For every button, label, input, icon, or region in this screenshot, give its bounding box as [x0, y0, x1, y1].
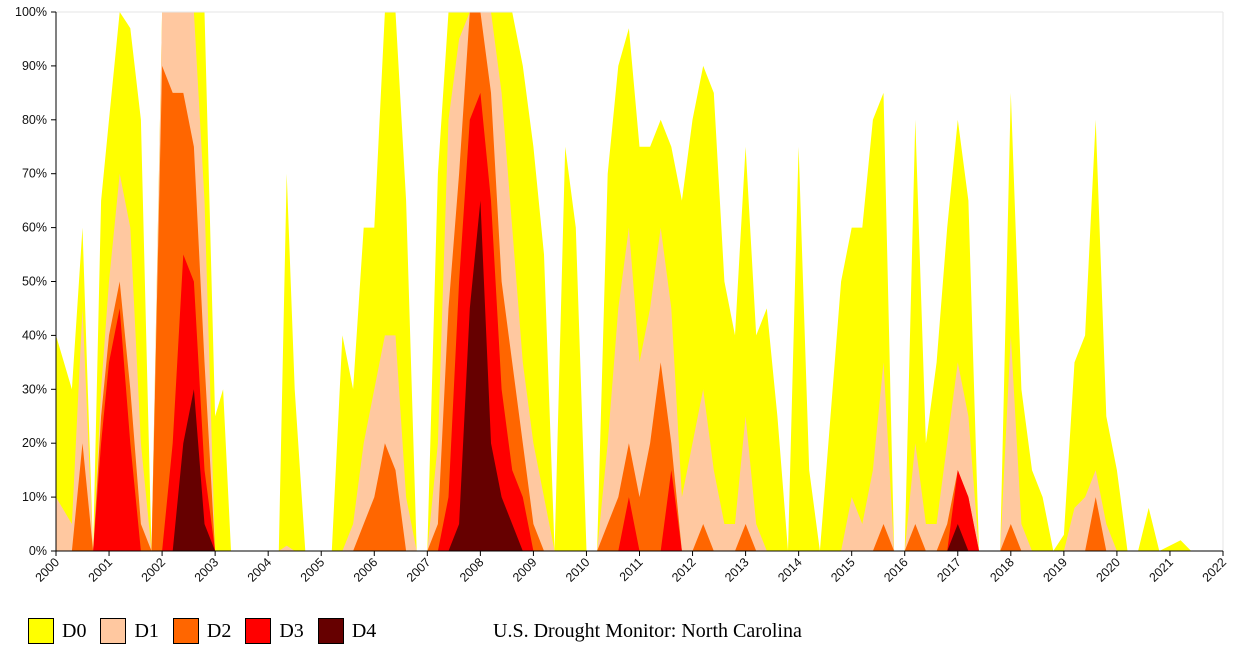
x-tick-label: 2018 [987, 555, 1017, 585]
y-tick-label: 30% [22, 382, 47, 396]
y-tick-label: 60% [22, 221, 47, 235]
y-tick-label: 50% [22, 275, 47, 289]
x-tick-label: 2020 [1093, 555, 1123, 585]
x-tick-label: 2011 [617, 555, 646, 584]
legend-item-d3: D3 [245, 618, 304, 644]
x-tick-label: 2005 [298, 555, 328, 585]
x-tick-label: 2004 [245, 555, 275, 585]
area-d0 [56, 12, 1223, 551]
x-tick-label: 2000 [33, 555, 63, 585]
x-tick-label: 2006 [351, 555, 381, 585]
x-tick-label: 2017 [934, 555, 964, 585]
x-tick-label: 2015 [828, 555, 858, 585]
y-tick-label: 100% [15, 5, 47, 19]
drought-area-chart: 0%10%20%30%40%50%60%70%80%90%100% 2000 20… [15, 5, 1230, 585]
x-tick-label: 2019 [1040, 555, 1070, 585]
x-tick-label: 2008 [457, 555, 487, 585]
y-tick-label: 80% [22, 113, 47, 127]
x-tick-label: 2012 [669, 555, 699, 585]
legend-swatch-d3 [245, 618, 272, 644]
legend-label-d1: D1 [134, 619, 159, 642]
x-tick-label: 2007 [404, 555, 434, 585]
x-tick-label: 2021 [1147, 555, 1177, 585]
x-axis: 2000 2001 2002 2003 2004 2005 2006 2007 2008 2009… [33, 550, 1230, 585]
legend: D0 D1 D2 D3 D4 [28, 618, 390, 644]
x-tick-label: 2013 [722, 555, 752, 585]
legend-item-d0: D0 [28, 618, 86, 644]
y-tick-label: 40% [22, 328, 47, 342]
y-axis: 0% 10% 20% 30% 40% 50% 60% 70% 80% 90% 100% [15, 5, 57, 558]
y-tick-label: 20% [22, 436, 47, 450]
x-tick-label: 2003 [192, 555, 222, 585]
area-d3 [56, 92, 1223, 552]
x-tick-label: 2002 [139, 555, 169, 585]
x-tick-label: 2014 [775, 555, 805, 585]
y-tick-label: 90% [22, 59, 47, 73]
x-tick-label: 2010 [563, 555, 593, 585]
x-tick-label: 2009 [510, 555, 540, 585]
legend-label-d3: D3 [279, 619, 304, 642]
legend-label-d0: D0 [62, 619, 87, 642]
x-tick-label: 2016 [881, 555, 911, 585]
legend-swatch-d4 [317, 618, 344, 644]
legend-swatch-d2 [172, 618, 199, 644]
legend-item-d4: D4 [317, 618, 377, 644]
y-tick-label: 70% [22, 167, 47, 181]
legend-label-d4: D4 [351, 619, 377, 642]
y-tick-label: 10% [22, 490, 47, 504]
legend-label-d2: D2 [206, 619, 232, 642]
x-tick-label: 2022 [1200, 555, 1230, 585]
x-tick-label: 2001 [86, 555, 116, 585]
legend-swatch-d1 [100, 618, 127, 644]
legend-item-d1: D1 [100, 618, 159, 644]
chart-title: U.S. Drought Monitor: North Carolina [493, 620, 802, 642]
y-tick-label: 0% [29, 544, 47, 558]
area-series-group [56, 12, 1223, 552]
legend-item-d2: D2 [172, 618, 232, 644]
legend-swatch-d0 [28, 618, 54, 644]
